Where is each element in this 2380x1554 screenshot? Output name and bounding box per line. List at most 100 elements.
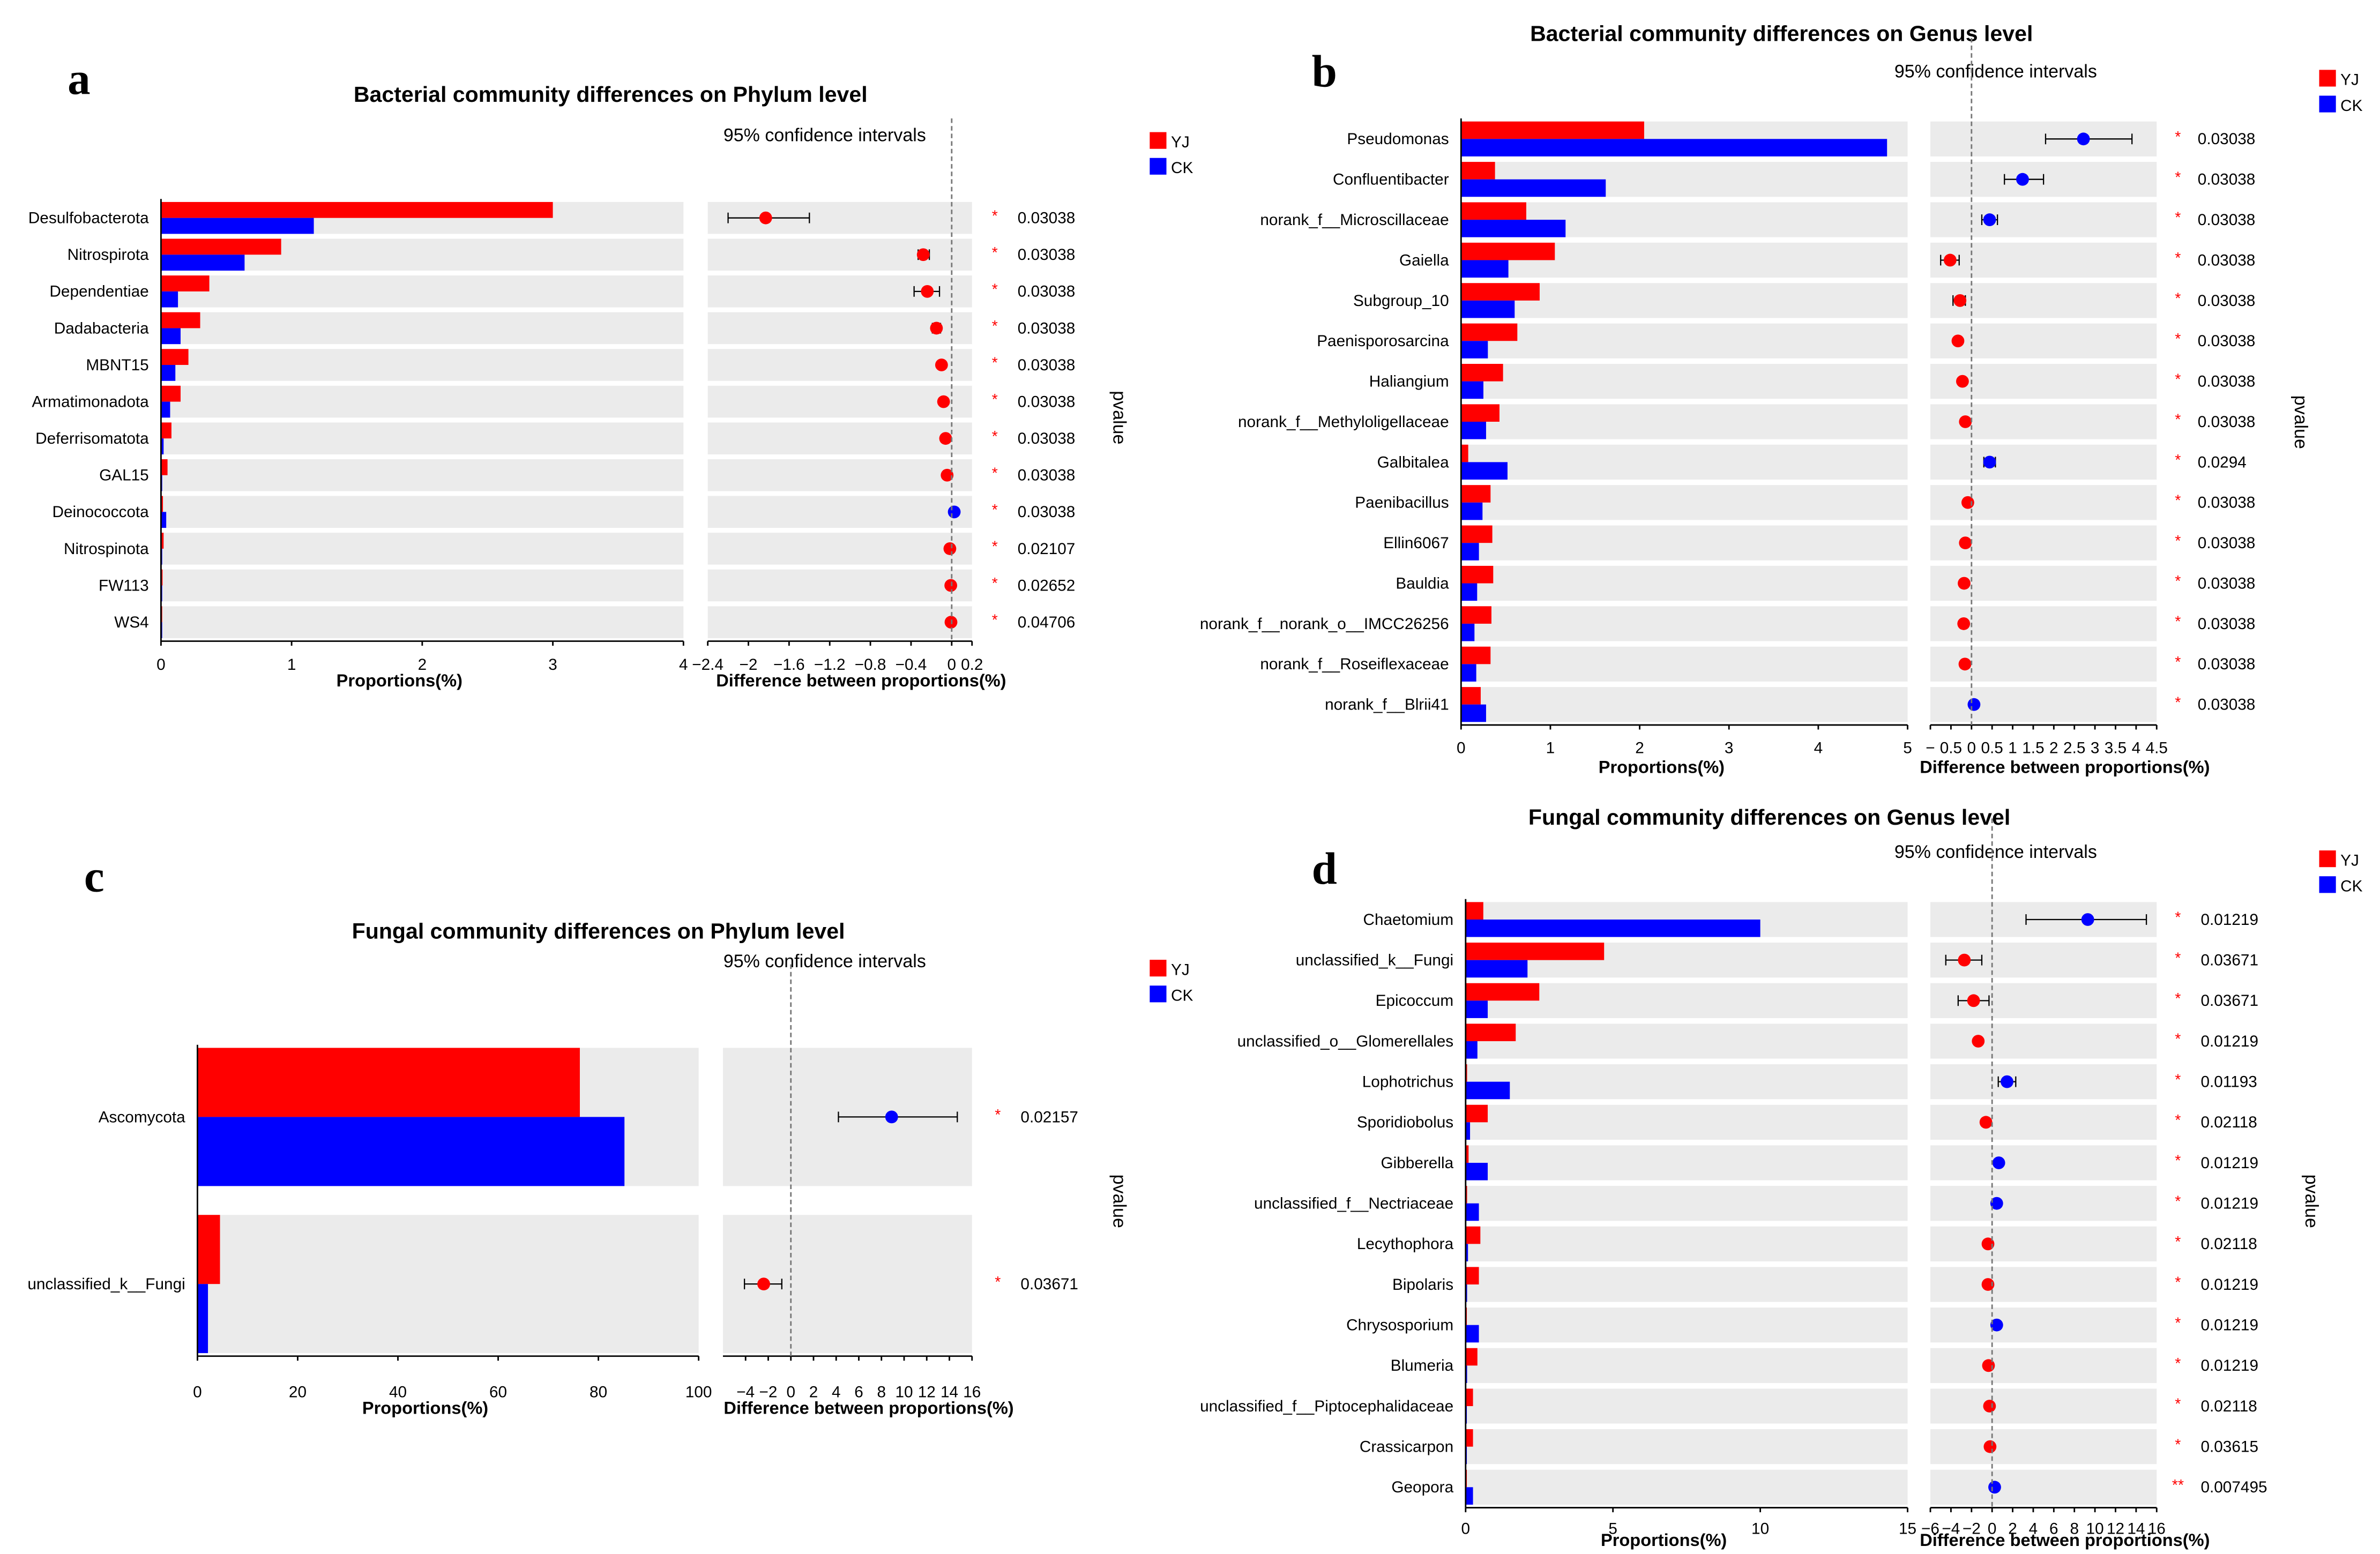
panel-b-diff-point (1943, 253, 1957, 267)
panel-c-title: Fungal community differences on Phylum l… (352, 918, 845, 943)
panel-b-pvalue-label: 0.03038 (2198, 413, 2256, 431)
panel-a-bar-ck (161, 512, 167, 528)
panel-a-pvalue-label: 0.04706 (1018, 614, 1076, 631)
panel-a-category-label: Armatimonadota (32, 393, 149, 411)
panel-d-x-axis-title: Proportions(%) (1601, 1530, 1727, 1550)
panel-d-significance-star: * (2175, 1031, 2181, 1048)
panel-d-bar-band (1465, 1186, 1908, 1221)
panel-a-diff-band (707, 238, 972, 271)
panel-b-significance-star: * (2175, 694, 2181, 711)
panel-c-legend-swatch-ck (1150, 985, 1167, 1003)
panel-d-category-label: Chaetomium (1363, 911, 1453, 929)
panel-a-significance-star: * (992, 612, 998, 629)
panel-d-diff-x-tick-label: −2 (1963, 1520, 1981, 1537)
panel-b-bar-yj (1461, 606, 1491, 624)
panel-d-diff-point (1958, 953, 1971, 967)
panel-a-bar-yj (161, 533, 164, 549)
panel-d-diff-point (1979, 1116, 1993, 1129)
panel-b-bar-ck (1461, 381, 1483, 399)
panel-d-category-label: unclassified_f__Piptocephalidaceae (1200, 1398, 1453, 1415)
panel-b-diff-point (1956, 375, 1969, 388)
panel-b-diff-x-axis-title: Difference between proportions(%) (1920, 757, 2210, 777)
panel-b-legend-swatch-ck (2319, 95, 2336, 113)
panel-b-pvalue-label: 0.03038 (2198, 373, 2256, 391)
panel-b-x-axis-title: Proportions(%) (1599, 757, 1725, 777)
panel-b-letter: b (1312, 47, 1337, 97)
panel-b-diff-point (1983, 455, 1996, 469)
panel-b-category-label: Bauldia (1396, 574, 1449, 592)
panel-b-bar-yj (1461, 485, 1491, 503)
panel-d-pvalue-label: 0.02118 (2200, 1398, 2257, 1415)
panel-a-bar-band (161, 569, 684, 602)
panel-d-letter: d (1312, 843, 1337, 894)
panel-a-category-label: GAL15 (99, 467, 149, 484)
panel-b-bar-ck (1461, 341, 1488, 358)
panel-b-pvalue-label: 0.03038 (2198, 615, 2256, 633)
panel-b-category-label: norank_f__Methyloligellaceae (1238, 413, 1449, 431)
panel-b-diff-band (1930, 687, 2157, 722)
panel-d-category-label: Crassicarpon (1360, 1438, 1453, 1456)
panel-b-category-label: Paenibacillus (1355, 494, 1449, 512)
panel-a-significance-star: * (992, 428, 998, 445)
panel-a-diff-x-tick-label: −0.4 (896, 656, 927, 674)
panel-b-bar-band (1461, 565, 1908, 601)
panel-d-diff-band (1930, 1186, 2157, 1221)
panel-b-diff-x-tick-label: 4 (2132, 739, 2141, 757)
panel-d-subtitle: 95% confidence intervals (1894, 842, 2097, 862)
panel-d-category-label: unclassified_k__Fungi (1296, 952, 1453, 969)
panel-c-letter: c (84, 851, 105, 902)
panel-a-bar-band (161, 312, 684, 345)
panel-c-diff-x-tick-label: 16 (963, 1383, 981, 1401)
panel-c-diff-x-tick-label: 0 (786, 1383, 795, 1401)
panel-b-bar-band (1461, 525, 1908, 561)
panel-b-category-label: Confluentibacter (1333, 171, 1449, 189)
panel-d-bar-band (1465, 1145, 1908, 1181)
panel-b-pvalue-label: 0.03038 (2198, 696, 2256, 714)
panel-b-diff-x-tick-label: 2 (2049, 739, 2058, 757)
panel-d-category-label: Blumeria (1391, 1357, 1454, 1374)
panel-b-diff-x-tick-label: 3.5 (2105, 739, 2127, 757)
panel-b-bar-yj (1461, 525, 1493, 543)
panel-a-diff-x-tick-label: 0.2 (961, 656, 983, 674)
panel-b-category-label: Subgroup_10 (1353, 292, 1449, 310)
panel-b-significance-star: * (2175, 573, 2181, 590)
panel-c-diff-x-tick-label: 2 (809, 1383, 818, 1401)
panel-b-bar-yj (1461, 687, 1481, 705)
panel-d-legend-label-yj: YJ (2340, 851, 2359, 869)
panel-a-significance-star: * (992, 539, 998, 556)
panel-b-diff-x-tick-label: 0 (1967, 739, 1976, 757)
panel-d-bar-ck (1465, 1081, 1510, 1100)
panel-c-category-label: Ascomycota (99, 1108, 185, 1126)
panel-a-diff-point (941, 468, 954, 482)
panel-b-bar-ck (1461, 139, 1887, 156)
panel-b-bar-band (1461, 687, 1908, 722)
panel-a-diff-band (707, 496, 972, 528)
panel-d-diff-point (1982, 1359, 1995, 1372)
panel-c-pvalue-label: 0.02157 (1020, 1108, 1078, 1126)
panel-a-x-tick-label: 1 (287, 656, 296, 674)
panel-b-bar-ck (1461, 300, 1515, 318)
panel-d-x-tick-label: 10 (1751, 1520, 1769, 1537)
panel-a-x-tick-label: 3 (548, 656, 557, 674)
panel-a-bar-ck (161, 365, 176, 381)
panel-b-category-label: Paenisporosarcina (1317, 332, 1449, 350)
panel-a-category-label: Desulfobacterota (28, 210, 149, 227)
panel-c-x-tick-label: 60 (489, 1383, 507, 1401)
panel-d-significance-star: * (2175, 1274, 2181, 1291)
panel-c-x-tick-label: 20 (289, 1383, 307, 1401)
panel-b-x-tick-label: 3 (1725, 739, 1734, 757)
panel-c-diff-x-tick-label: −2 (759, 1383, 778, 1401)
panel-b-bar-yj (1461, 565, 1494, 584)
panel-b-pvalue-label: 0.03038 (2198, 332, 2256, 350)
panel-a-significance-star: * (992, 355, 998, 372)
panel-a-legend-swatch-ck (1150, 158, 1167, 175)
panel-b-significance-star: * (2175, 169, 2181, 186)
panel-b-bar-ck (1461, 260, 1509, 278)
panel-d-x-tick-label: 0 (1461, 1520, 1471, 1537)
panel-b-diff-point (2016, 173, 2029, 186)
panel-a-diff-point (944, 579, 958, 592)
panel-a-diff-point (935, 358, 948, 371)
panel-b-subtitle: 95% confidence intervals (1894, 62, 2097, 82)
panel-d-bar-ck (1465, 1244, 1468, 1261)
